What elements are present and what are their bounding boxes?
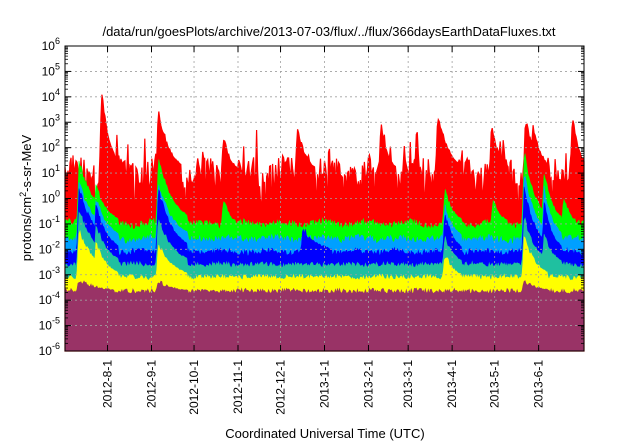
y-tick-label: 104 bbox=[42, 87, 60, 104]
y-tick-label: 10-5 bbox=[39, 316, 60, 333]
chart-title: /data/run/goesPlots/archive/2013-07-03/f… bbox=[102, 24, 555, 39]
y-axis-label: protons/cm2-s-sr-MeV bbox=[18, 134, 34, 261]
y-axis-label-rest: -s-sr-MeV bbox=[19, 134, 34, 191]
x-tick-label: 2013-2-1 bbox=[361, 360, 375, 408]
y-tick-label: 10-6 bbox=[39, 341, 60, 358]
x-tick-label: 2012-11-1 bbox=[231, 360, 245, 414]
y-tick-labels: 10-6 10-5 10-4 10-3 10-2 10-1 100 101 102 103 104 1… bbox=[39, 36, 60, 358]
x-tick-label: 2013-3-1 bbox=[401, 360, 415, 408]
y-tick-label: 102 bbox=[42, 138, 60, 155]
y-axis-label-base: protons/cm bbox=[19, 197, 34, 261]
y-tick-label: 10-4 bbox=[39, 290, 60, 307]
x-tick-label: 2012-9-1 bbox=[145, 360, 159, 408]
y-tick-label: 10-1 bbox=[39, 214, 60, 231]
x-tick-label: 2013-1-1 bbox=[318, 360, 332, 408]
y-tick-label: 100 bbox=[42, 189, 60, 206]
y-tick-label: 105 bbox=[42, 61, 60, 78]
x-tick-label: 2013-6-1 bbox=[532, 360, 546, 408]
y-tick-label: 10-2 bbox=[39, 239, 60, 256]
x-tick-labels: 2012-8-1 2012-9-1 2012-10-1 2012-11-1 2012-1… bbox=[101, 360, 546, 415]
x-tick-label: 2013-5-1 bbox=[488, 360, 502, 408]
x-tick-label: 2012-12-1 bbox=[274, 360, 288, 415]
x-tick-label: 2012-10-1 bbox=[187, 360, 201, 415]
y-tick-label: 106 bbox=[42, 36, 60, 53]
y-tick-label: 103 bbox=[42, 112, 60, 129]
y-tick-label: 101 bbox=[42, 163, 60, 180]
grid-layer bbox=[65, 46, 584, 351]
x-tick-label: 2012-8-1 bbox=[101, 360, 115, 408]
y-tick-label: 10-3 bbox=[39, 265, 60, 282]
ticks-layer bbox=[65, 45, 584, 352]
x-axis-label: Coordinated Universal Time (UTC) bbox=[225, 426, 424, 441]
x-tick-label: 2013-4-1 bbox=[445, 360, 459, 408]
y-axis-label-sup: 2 bbox=[18, 192, 28, 197]
